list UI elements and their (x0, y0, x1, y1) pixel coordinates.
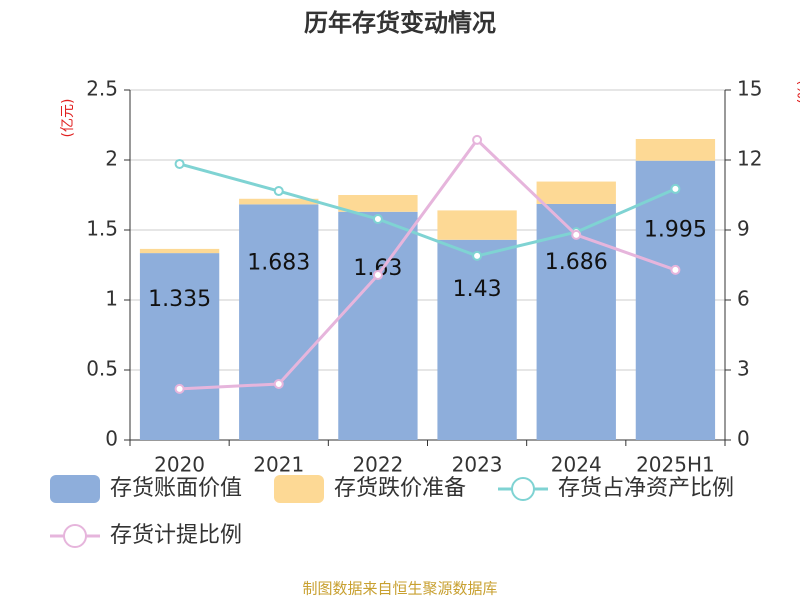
line-point (273, 186, 284, 197)
x-tick-label: 2020 (154, 453, 205, 477)
line-point (472, 134, 483, 145)
line-point (372, 270, 383, 281)
legend-swatch (50, 475, 100, 503)
line-point (670, 264, 681, 275)
y-axis-label: (亿元) (60, 99, 76, 138)
y-tick-label: 1.5 (86, 217, 118, 241)
legend-label: 存货账面价值 (110, 476, 242, 501)
bar (139, 248, 220, 254)
bar (239, 204, 319, 440)
y2-tick-label: 0 (737, 427, 750, 451)
x-tick-label: 2024 (551, 453, 602, 477)
line-point (472, 250, 483, 261)
line-point (571, 229, 582, 240)
data-label: 1.335 (148, 287, 211, 312)
y2-tick-label: 9 (737, 217, 750, 241)
y-tick-label: 0 (105, 427, 118, 451)
y-tick-label: 2.5 (86, 77, 118, 101)
chart-title: 历年存货变动情况 (304, 9, 496, 37)
bar (635, 139, 716, 161)
legend-marker (63, 524, 87, 548)
y-tick-label: 2 (105, 147, 118, 171)
line-point (372, 214, 383, 225)
legend-label: 存货跌价准备 (334, 476, 466, 501)
bar (635, 160, 716, 440)
line-point (174, 158, 185, 169)
x-tick-label: 2022 (352, 453, 403, 477)
legend-label: 存货占净资产比例 (558, 476, 734, 501)
bar (437, 210, 517, 240)
bar (536, 181, 616, 204)
y-tick-label: 0.5 (86, 357, 118, 381)
legend-swatch (274, 475, 324, 503)
line-series (179, 162, 677, 258)
bar (239, 198, 319, 205)
data-label: 1.683 (247, 250, 310, 275)
legend-marker (511, 477, 535, 501)
line-point (670, 183, 681, 194)
bar (338, 211, 418, 440)
data-label: 1.995 (644, 218, 707, 243)
y2-tick-label: 3 (737, 357, 750, 381)
x-tick-label: 2025H1 (636, 453, 715, 477)
x-tick-label: 2021 (253, 453, 304, 477)
y-tick-label: 1 (105, 287, 118, 311)
data-label: 1.686 (545, 250, 608, 275)
y2-tick-label: 6 (737, 287, 750, 311)
bar (437, 239, 517, 440)
y2-tick-label: 15 (737, 77, 762, 101)
line-point (273, 379, 284, 389)
bar (139, 253, 220, 440)
x-tick-label: 2023 (452, 453, 503, 477)
legend-label: 存货计提比例 (110, 523, 242, 548)
line-series (179, 137, 676, 391)
bar (338, 195, 418, 212)
data-label: 1.43 (453, 277, 502, 302)
y2-axis-label: (%) (796, 80, 800, 104)
line-point (174, 383, 185, 394)
y2-tick-label: 12 (737, 147, 762, 171)
source-note: 制图数据来自恒生聚源数据库 (302, 580, 497, 598)
